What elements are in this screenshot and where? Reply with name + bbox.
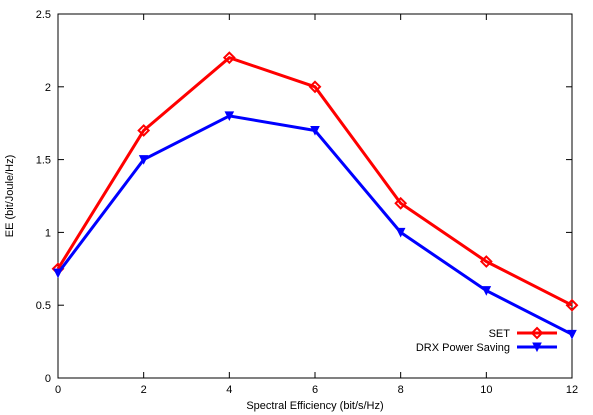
legend-swatch-marker <box>532 342 542 353</box>
x-axis-label: Spectral Efficiency (bit/s/Hz) <box>246 400 383 412</box>
x-tick-label: 0 <box>55 384 61 396</box>
legend-label: SET <box>489 328 511 340</box>
y-tick-label: 1.5 <box>36 155 51 167</box>
x-tick-label: 2 <box>141 384 147 396</box>
data-point <box>308 80 322 94</box>
x-tick-label: 4 <box>226 384 232 396</box>
x-tick-label: 8 <box>398 384 404 396</box>
y-axis-label: EE (bit/Joule/Hz) <box>4 155 16 238</box>
y-tick-label: 1 <box>45 227 51 239</box>
y-tick-label: 2.5 <box>36 9 51 21</box>
data-point <box>138 155 149 165</box>
data-point <box>479 255 493 268</box>
series-line <box>56 114 573 336</box>
legend: SET DRX Power Saving <box>416 326 557 354</box>
data-point <box>53 268 63 279</box>
x-tick-label: 12 <box>566 384 578 396</box>
legend-swatch-marker <box>530 326 544 340</box>
data-point <box>394 196 408 210</box>
data-point <box>565 298 579 312</box>
data-point <box>567 329 577 340</box>
y-tick-label: 0 <box>45 373 51 385</box>
x-tick-label: 10 <box>480 384 492 396</box>
data-point <box>395 227 406 238</box>
data-point <box>310 125 320 136</box>
series-set <box>51 51 579 312</box>
series-layer <box>51 51 579 340</box>
series-drx-power-saving <box>53 111 577 340</box>
plot-frame <box>57 13 573 379</box>
y-tick-label: 2 <box>45 82 51 94</box>
data-point <box>137 124 151 137</box>
data-point <box>222 51 236 65</box>
y-tick-label: 0.5 <box>36 300 51 312</box>
data-point <box>481 286 492 296</box>
x-tick-label: 6 <box>312 384 318 396</box>
data-point <box>224 111 235 122</box>
legend-label: DRX Power Saving <box>416 342 510 354</box>
series-line <box>56 55 573 307</box>
